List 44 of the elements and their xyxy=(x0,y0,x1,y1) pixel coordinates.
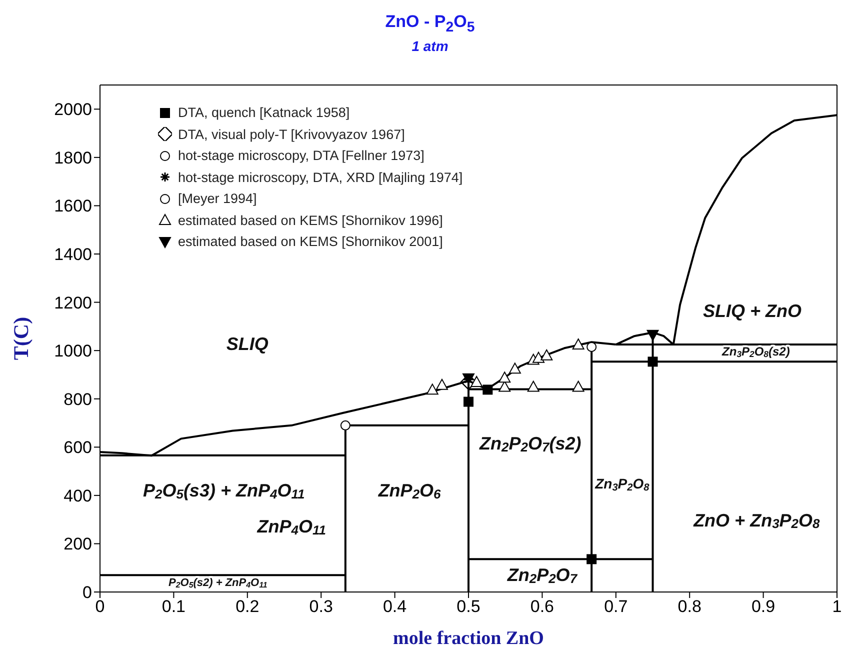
x-tick-label: 0.6 xyxy=(530,597,554,616)
x-tick-label: 0 xyxy=(95,597,105,616)
legend-label: [Meyer 1994] xyxy=(178,190,257,208)
x-tick-label: 0.2 xyxy=(236,597,260,616)
chart-title: ZnO - P$_{2}$O$_{5}$ xyxy=(384,12,476,36)
annotation: P$_{2}$O$_{5}$(s2) + ZnP$_{4}$O$_{11}$ xyxy=(168,576,268,590)
x-tick-label: 0.3 xyxy=(309,597,333,616)
annotation: Zn$_{3}$P$_{2}$O$_{8}$(s2) xyxy=(721,344,790,360)
x-axis-title: mole fraction ZnO xyxy=(393,628,544,649)
legend-label: DTA, visual poly-T [Krivovyazov 1967] xyxy=(178,126,405,144)
legend-label: estimated based on KEMS [Shornikov 2001] xyxy=(178,233,443,251)
y-axis-title: T(C) xyxy=(9,316,33,360)
legend-label: hot-stage microscopy, DTA, XRD [Majling 1974] xyxy=(178,168,463,187)
x-tick-label: 0.8 xyxy=(678,597,702,616)
y-tick-label: 1800 xyxy=(54,148,92,168)
annotation: Zn$_{2}$P$_{2}$O$_{7}$(s2) xyxy=(478,433,582,455)
y-tick-label: 600 xyxy=(64,438,92,458)
x-tick-label: 0.1 xyxy=(162,597,186,616)
y-tick-label: 800 xyxy=(64,390,92,409)
x-tick-label: 1 xyxy=(832,597,842,616)
annotation: ZnP$_{4}$O$_{11}$ xyxy=(256,516,326,538)
x-tick-label: 0.5 xyxy=(456,597,480,616)
legend-label: DTA, quench [Katnack 1958] xyxy=(178,104,350,122)
annotation: SLIQ xyxy=(226,334,268,354)
y-tick-label: 1600 xyxy=(54,196,92,216)
y-tick-label: 0 xyxy=(82,583,92,602)
chart-subtitle: 1 atm xyxy=(410,38,450,54)
annotation: P$_{2}$O$_{5}$(s3) + ZnP$_{4}$O$_{11}$ xyxy=(142,480,305,502)
y-tick-label: 1000 xyxy=(54,342,92,361)
annotation: SLIQ + ZnO xyxy=(702,300,802,321)
x-tick-label: 0.7 xyxy=(604,597,628,616)
x-tick-label: 0.4 xyxy=(382,597,407,616)
y-tick-label: 1400 xyxy=(54,245,92,264)
annotation: Zn$_{2}$P$_{2}$O$_{7}$ xyxy=(506,564,578,586)
annotation: Zn$_{3}$P$_{2}$O$_{8}$ xyxy=(594,475,650,494)
y-tick-label: 200 xyxy=(64,534,92,554)
legend-label: hot-stage microscopy, DTA [Fellner 1973] xyxy=(178,147,424,165)
annotation: ZnO + Zn$_{3}$P$_{2}$O$_{8}$ xyxy=(692,510,821,532)
x-tick-label: 0.9 xyxy=(751,597,776,616)
annotation: ZnP$_{2}$O$_{6}$ xyxy=(377,480,442,502)
legend-label: estimated based on KEMS [Shornikov 1996] xyxy=(178,212,443,230)
y-tick-label: 2000 xyxy=(54,100,92,120)
y-tick-label: 400 xyxy=(64,486,92,506)
y-tick-label: 1200 xyxy=(54,293,92,312)
